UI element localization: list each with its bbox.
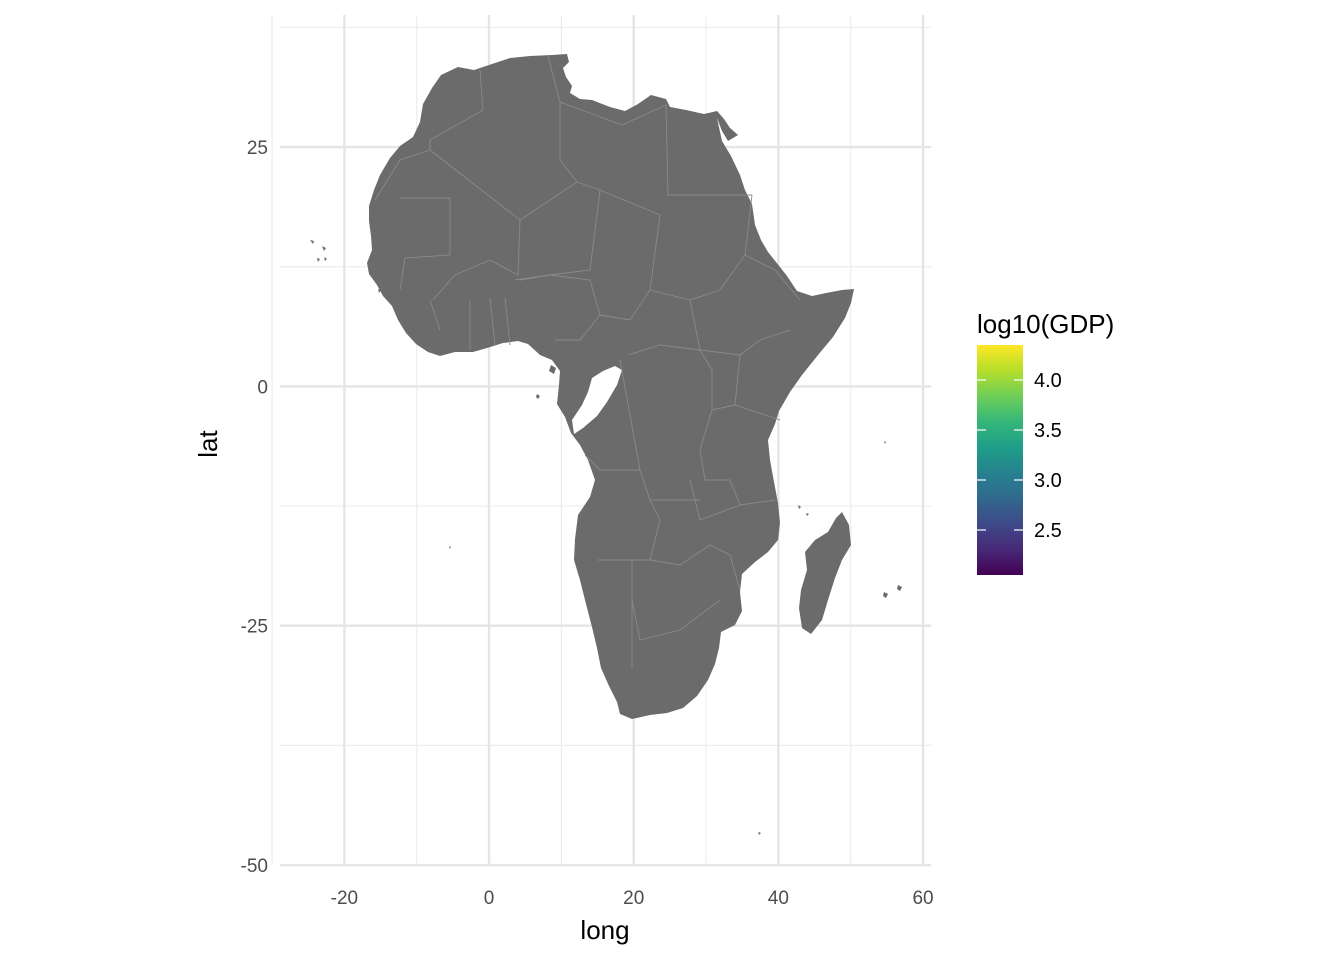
bioko-island [549,365,556,374]
x-axis: -20 0 20 40 60 [331,888,934,909]
y-tick-label: -25 [241,617,268,638]
y-axis-title: lat [193,429,223,457]
legend-ticks: 2.5 3.0 3.5 4.0 [977,370,1062,542]
canary-islands [378,289,381,293]
seychelles-island [884,441,886,444]
prince-edward-island [758,832,761,835]
mauritius-reunion-islands [883,585,902,598]
legend-break-label: 2.5 [1034,520,1062,542]
y-tick-label: -50 [241,856,268,877]
comoros-islands [798,505,809,516]
legend-break-label: 3.0 [1034,470,1062,492]
x-tick-label: 40 [768,888,789,909]
x-axis-title: long [580,915,629,945]
y-axis: -50 -25 0 25 [241,138,268,877]
x-tick-label: 60 [912,888,933,909]
legend: log10(GDP) 2.5 3.0 3.5 4.0 [977,309,1114,575]
x-tick-label: 20 [623,888,644,909]
y-tick-label: 0 [257,377,268,398]
saint-helena-island [449,546,451,549]
country-borders [374,55,801,668]
y-tick-label: 25 [247,138,268,159]
x-tick-label: -20 [331,888,358,909]
legend-title: log10(GDP) [977,309,1114,339]
x-tick-label: 0 [484,888,495,909]
legend-break-label: 4.0 [1034,370,1062,392]
legend-colorbar [977,345,1023,575]
madagascar [799,512,851,634]
gulf-coast-detail [572,366,622,434]
legend-break-label: 3.5 [1034,420,1062,442]
sao-tome-island [536,394,540,399]
cape-verde-islands [310,240,327,262]
map-land [310,54,902,835]
